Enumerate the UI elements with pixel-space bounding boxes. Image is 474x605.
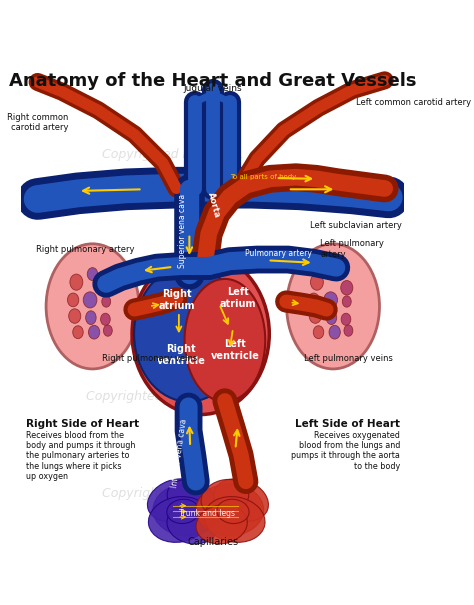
Text: Capillaries: Capillaries xyxy=(187,537,238,547)
Text: Left common carotid artery: Left common carotid artery xyxy=(356,97,472,106)
Ellipse shape xyxy=(341,313,351,325)
Ellipse shape xyxy=(184,279,265,402)
Ellipse shape xyxy=(287,244,380,369)
Ellipse shape xyxy=(214,479,268,522)
Ellipse shape xyxy=(196,484,264,535)
Text: Copyrighted Materials.: Copyrighted Materials. xyxy=(86,390,228,404)
Ellipse shape xyxy=(167,479,215,516)
Text: Right common
carotid artery: Right common carotid artery xyxy=(7,113,68,132)
Ellipse shape xyxy=(167,505,218,544)
Ellipse shape xyxy=(148,497,210,542)
Text: Right pulmonary veins: Right pulmonary veins xyxy=(102,353,198,362)
Ellipse shape xyxy=(67,293,79,307)
Text: Left subclavian artery: Left subclavian artery xyxy=(310,221,402,230)
Text: To all parts of body: To all parts of body xyxy=(230,174,297,180)
Text: Trunk and legs: Trunk and legs xyxy=(179,509,235,518)
Text: Copyrighted Materials.: Copyrighted Materials. xyxy=(102,487,244,500)
Ellipse shape xyxy=(309,309,321,323)
Text: Pulmonary artery: Pulmonary artery xyxy=(245,249,311,258)
Ellipse shape xyxy=(100,281,112,295)
Ellipse shape xyxy=(341,281,353,295)
Ellipse shape xyxy=(134,266,243,402)
Ellipse shape xyxy=(102,296,110,307)
Ellipse shape xyxy=(86,311,96,324)
Ellipse shape xyxy=(328,267,338,281)
Ellipse shape xyxy=(342,296,351,307)
Text: Thoracic aorta: Thoracic aorta xyxy=(249,425,266,482)
Text: Receives oxygenated
blood from the lungs and
pumps it through the aorta
to the b: Receives oxygenated blood from the lungs… xyxy=(291,431,400,471)
Ellipse shape xyxy=(310,274,323,290)
Text: Superior vena cava: Superior vena cava xyxy=(178,194,187,269)
Ellipse shape xyxy=(132,253,269,414)
Ellipse shape xyxy=(217,499,249,523)
Ellipse shape xyxy=(87,267,98,281)
Ellipse shape xyxy=(69,309,81,323)
Ellipse shape xyxy=(100,313,110,325)
Ellipse shape xyxy=(204,497,265,542)
Text: Copyrighted Materials.: Copyrighted Materials. xyxy=(102,148,244,161)
Ellipse shape xyxy=(147,479,202,522)
Ellipse shape xyxy=(46,244,139,369)
Ellipse shape xyxy=(196,505,247,544)
Ellipse shape xyxy=(326,311,337,324)
Text: Right pulmonary artery: Right pulmonary artery xyxy=(36,244,135,253)
Text: Inferior vena cava: Inferior vena cava xyxy=(170,418,188,488)
Ellipse shape xyxy=(70,274,83,290)
Ellipse shape xyxy=(201,479,249,516)
Ellipse shape xyxy=(83,292,97,308)
Ellipse shape xyxy=(103,325,112,336)
Ellipse shape xyxy=(344,325,353,336)
Text: Aorta: Aorta xyxy=(206,191,221,218)
Ellipse shape xyxy=(308,293,319,307)
Text: Left Side of Heart: Left Side of Heart xyxy=(295,419,400,430)
Ellipse shape xyxy=(153,484,221,535)
Ellipse shape xyxy=(89,325,100,339)
Text: Right
ventricle: Right ventricle xyxy=(157,344,206,365)
Text: Receives blood from the
body and pumps it through
the pulmonary arteries to
the : Receives blood from the body and pumps i… xyxy=(26,431,135,482)
Ellipse shape xyxy=(329,325,340,339)
Text: Left
atrium: Left atrium xyxy=(219,287,256,309)
Ellipse shape xyxy=(73,325,83,339)
Text: Anatomy of the Heart and Great Vessels: Anatomy of the Heart and Great Vessels xyxy=(9,72,417,90)
Ellipse shape xyxy=(167,499,199,523)
Text: Left pulmonary
artery: Left pulmonary artery xyxy=(320,240,384,259)
Text: Right
atrium: Right atrium xyxy=(158,289,195,311)
Ellipse shape xyxy=(313,325,324,339)
Text: Copyrighted Materials.: Copyrighted Materials. xyxy=(86,269,228,282)
Text: Left pulmonary veins: Left pulmonary veins xyxy=(304,353,393,362)
Ellipse shape xyxy=(324,292,337,308)
Text: Jugular veins: Jugular veins xyxy=(183,83,242,93)
Text: Left
ventricle: Left ventricle xyxy=(211,339,260,361)
Text: Right Side of Heart: Right Side of Heart xyxy=(26,419,138,430)
